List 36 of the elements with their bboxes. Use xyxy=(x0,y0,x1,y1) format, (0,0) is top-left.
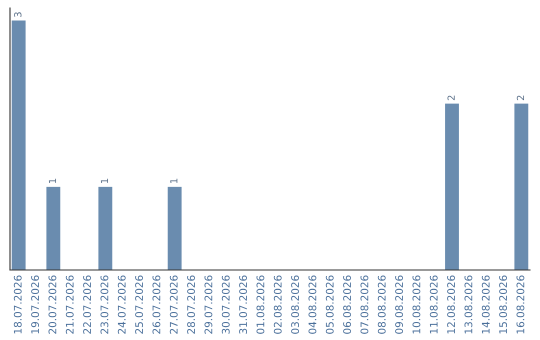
x-tick-label: 23.07.2026 xyxy=(100,276,108,334)
data-label: 1 xyxy=(100,178,108,183)
x-tick-label: 25.07.2026 xyxy=(135,276,144,334)
x-tick-label: 26.07.2026 xyxy=(152,276,160,334)
x-tick-label: 08.08.2026 xyxy=(378,276,386,334)
x-tick-label: 15.08.2026 xyxy=(499,276,508,334)
x-tick-label: 20.07.2026 xyxy=(48,276,56,334)
x-tick-label: 27.07.2026 xyxy=(170,276,178,334)
x-tick-label: 30.07.2026 xyxy=(222,276,230,334)
x-tick-label: 09.08.2026 xyxy=(395,276,404,334)
x-tick-label: 02.08.2026 xyxy=(274,276,282,334)
data-label: 1 xyxy=(48,178,56,183)
x-tick-label: 06.08.2026 xyxy=(343,276,352,334)
x-tick-label: 01.08.2026 xyxy=(256,276,264,334)
x-tick-label: 29.07.2026 xyxy=(204,276,212,334)
x-tick-label: 10.08.2026 xyxy=(412,276,420,334)
x-tick-label: 28.07.2026 xyxy=(187,276,196,334)
x-tick-label: 07.08.2026 xyxy=(360,276,368,334)
x-tick-label: 13.08.2026 xyxy=(464,276,472,334)
x-tick-label: 16.08.2026 xyxy=(516,276,524,334)
x-tick-label: 12.08.2026 xyxy=(447,276,456,334)
x-tick-label: 14.08.2026 xyxy=(482,276,490,334)
data-label: 2 xyxy=(516,96,524,100)
x-tick-label: 31.07.2026 xyxy=(239,276,248,334)
data-label: 2 xyxy=(447,96,455,100)
x-tick-label: 21.07.2026 xyxy=(66,276,74,334)
data-label: 1 xyxy=(170,178,178,183)
x-tick-label: 18.07.2026 xyxy=(14,276,22,334)
data-label: 3 xyxy=(14,12,22,17)
x-tick-label: 04.08.2026 xyxy=(308,276,316,334)
x-tick-label: 05.08.2026 xyxy=(326,276,334,334)
x-tick-label: 11.08.2026 xyxy=(430,276,438,334)
x-tick-label: 03.08.2026 xyxy=(291,276,300,334)
x-tick-label: 24.07.2026 xyxy=(118,276,126,334)
x-tick-label: 19.07.2026 xyxy=(31,276,40,334)
x-tick-label: 22.07.2026 xyxy=(83,276,92,334)
